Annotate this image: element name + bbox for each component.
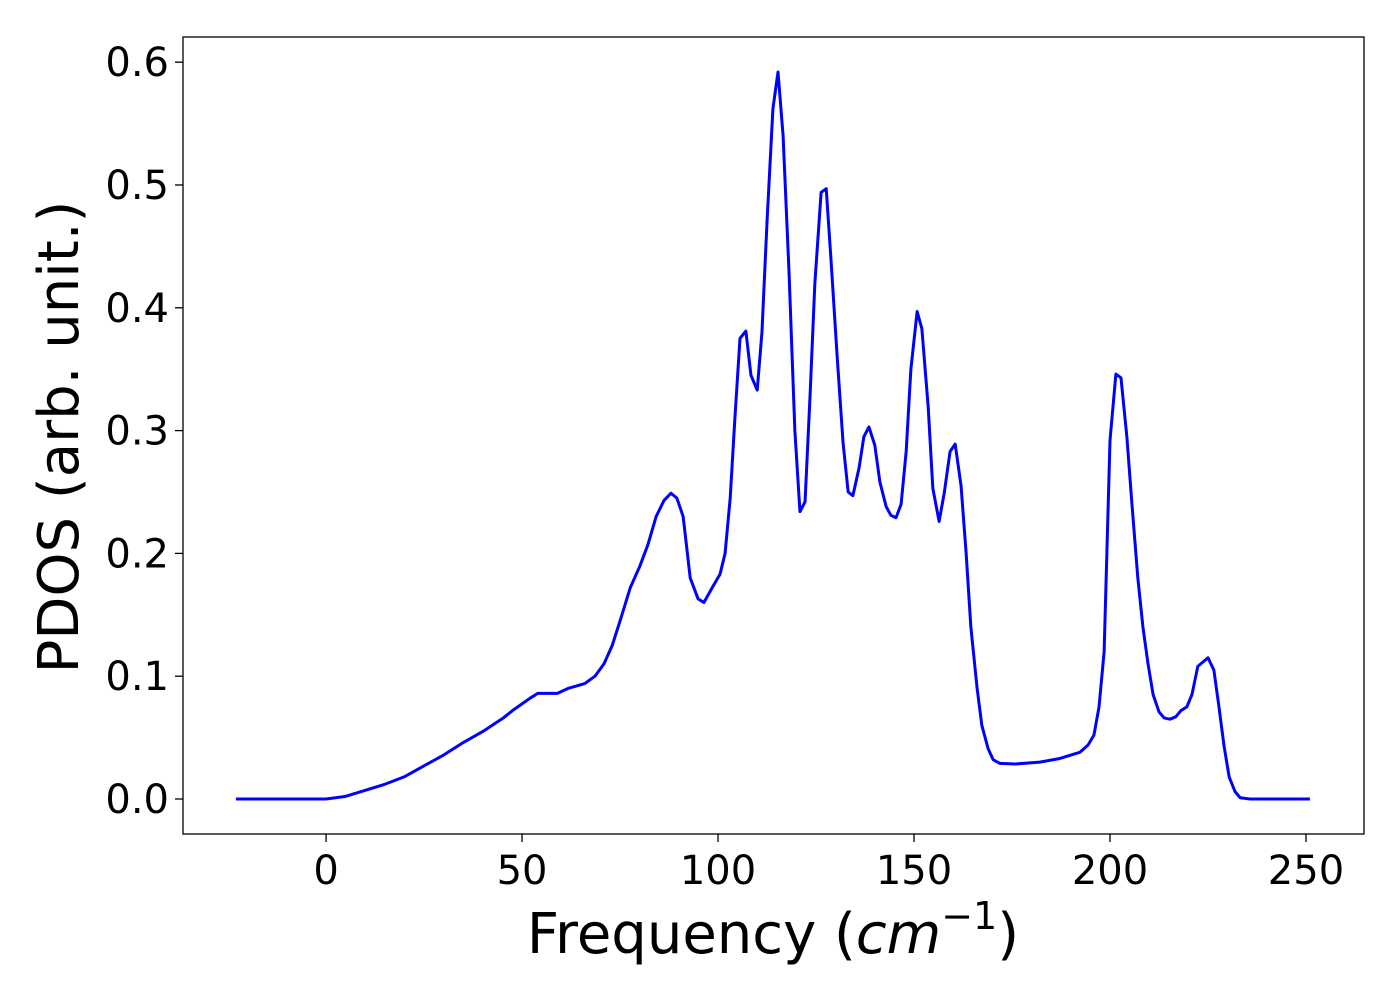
y-tick-label: 0.6 — [105, 40, 169, 86]
y-tick-label: 0.1 — [105, 654, 169, 700]
y-tick-label: 0.5 — [105, 163, 169, 209]
x-label-text: Frequency ( — [527, 902, 856, 967]
y-tick-label: 0.2 — [105, 531, 169, 577]
y-tick-label: 0.3 — [105, 409, 169, 455]
x-tick-label: 200 — [1072, 848, 1148, 894]
y-tick-label: 0.0 — [105, 777, 169, 823]
data-line — [235, 70, 1310, 801]
x-tick-label: 150 — [876, 848, 952, 894]
x-label-close: ) — [997, 902, 1019, 967]
plot-frame — [182, 36, 1365, 835]
y-axis-label: PDOS (arb. unit.) — [27, 201, 92, 674]
x-tick-label: 0 — [313, 848, 338, 894]
x-tick-label: 100 — [680, 848, 756, 894]
x-tick-label: 50 — [497, 848, 548, 894]
x-tick-label: 250 — [1268, 848, 1344, 894]
x-label-exponent: −1 — [941, 894, 997, 938]
x-axis-label: Frequency (cm−1) — [527, 894, 1019, 967]
y-tick-label: 0.4 — [105, 286, 169, 332]
x-label-unit: cm — [856, 902, 941, 967]
